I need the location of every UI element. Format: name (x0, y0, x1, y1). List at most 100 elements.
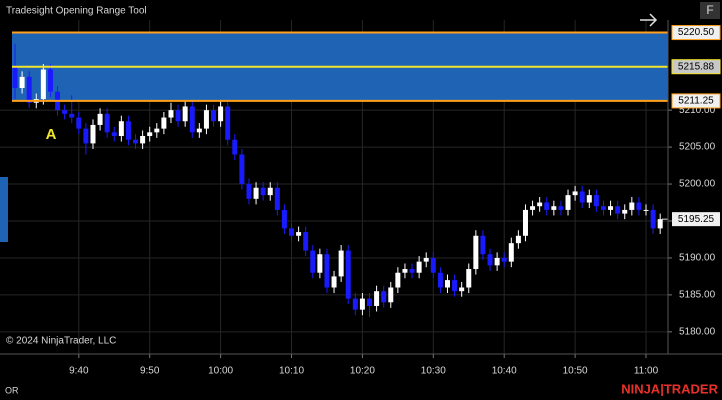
y-tick-label: 5210.00 (679, 105, 716, 116)
candle-body (196, 128, 202, 133)
price-tag-label: 5215.88 (678, 61, 715, 72)
candle-body (161, 117, 167, 129)
x-tick-label: 10:50 (563, 366, 588, 377)
price-tags: 5220.50 5215.88 5211.25 5195.25 (671, 25, 721, 227)
candle-body (600, 206, 606, 210)
candle-body (133, 139, 139, 144)
candle-body (296, 232, 302, 236)
candle-body (586, 195, 592, 203)
candle-body (274, 187, 280, 210)
plot: A (12, 31, 668, 318)
price-tag-label: 5220.50 (678, 27, 715, 38)
candle-body (395, 272, 401, 288)
navigate-arrow[interactable] (640, 13, 658, 27)
last-price-tag (672, 212, 720, 227)
candle-body (643, 209, 649, 211)
candle-body (537, 202, 543, 207)
candle-body (253, 187, 259, 199)
candle-body (565, 195, 571, 210)
candle-body (650, 209, 656, 229)
candle-body (345, 250, 351, 299)
side-tab[interactable] (0, 177, 8, 242)
candle-body (175, 110, 181, 122)
y-tick-label: 5185.00 (679, 290, 716, 301)
candle-body (168, 110, 174, 118)
candle-body (324, 254, 330, 288)
candle-body (289, 228, 295, 236)
candle-body (501, 257, 507, 262)
footer-tab[interactable]: OR (5, 385, 19, 395)
button-label[interactable]: F (706, 3, 713, 17)
x-tick-label: 10:20 (350, 366, 375, 377)
candle-body (218, 106, 224, 122)
price-tag (671, 59, 721, 75)
candle-body (572, 191, 578, 196)
candle-body (104, 113, 110, 133)
candle-body (622, 209, 628, 214)
candle-body (317, 254, 323, 273)
candle-body (62, 110, 68, 114)
candle-body (636, 202, 642, 210)
arrow-icon (640, 13, 658, 27)
candle-body (83, 128, 89, 144)
candle-body (430, 257, 436, 273)
candle-body (388, 287, 394, 303)
candle-body (423, 257, 429, 262)
candle-body (374, 291, 380, 306)
candle-body (69, 113, 75, 118)
candle-body (473, 235, 479, 270)
candle-body (232, 139, 238, 155)
x-tick-label: 9:50 (140, 366, 160, 377)
candle-body (437, 272, 443, 288)
chart-title: Tradesight Opening Range Tool (6, 6, 147, 17)
copyright: © 2024 NinjaTrader, LLC (6, 336, 116, 347)
candle-body (615, 206, 621, 214)
candle-body (47, 69, 53, 92)
candle-body (76, 117, 82, 129)
button-bg[interactable] (700, 2, 720, 19)
candle-body (558, 206, 564, 210)
candle-body (310, 250, 316, 273)
candle-body (381, 291, 387, 303)
price-tag (671, 93, 721, 109)
candle-body (459, 287, 465, 292)
candle-body (416, 261, 422, 273)
candle-body (338, 250, 344, 277)
candle-body (608, 206, 614, 210)
x-tick-label: 10:30 (421, 366, 446, 377)
x-tick-label: 9:40 (69, 366, 89, 377)
candle-body (359, 298, 365, 310)
candle-body (97, 113, 103, 125)
candle-body (12, 65, 18, 88)
x-tick-label: 10:00 (208, 366, 233, 377)
price-tag (671, 25, 721, 41)
candle-body (147, 132, 153, 137)
candle-body (239, 154, 245, 185)
candle-body (90, 124, 96, 144)
candle-body (508, 243, 514, 262)
x-tick-label: 10:40 (492, 366, 517, 377)
candle-body (331, 276, 337, 288)
x-tick-label: 10:10 (279, 366, 304, 377)
y-tick-label: 5190.00 (679, 253, 716, 264)
candle-body (352, 298, 358, 310)
candle-body (40, 69, 46, 100)
candle-body (487, 254, 493, 266)
candle-body (19, 76, 25, 88)
price-tag-label: 5211.25 (678, 96, 714, 107)
candle-body (409, 269, 415, 273)
y-tick-label: 5205.00 (679, 142, 716, 153)
candle-body (593, 195, 599, 207)
candle-body (402, 269, 408, 273)
candle-body (480, 235, 486, 255)
candle-body (544, 202, 550, 210)
candle-body (367, 298, 372, 306)
candle-body (629, 202, 635, 210)
candle-body (211, 110, 217, 122)
candle-body (281, 209, 287, 229)
candle-body (452, 280, 458, 292)
candle-body (494, 257, 500, 266)
candle-body (140, 136, 146, 144)
last-price-label: 5195.25 (678, 214, 715, 225)
